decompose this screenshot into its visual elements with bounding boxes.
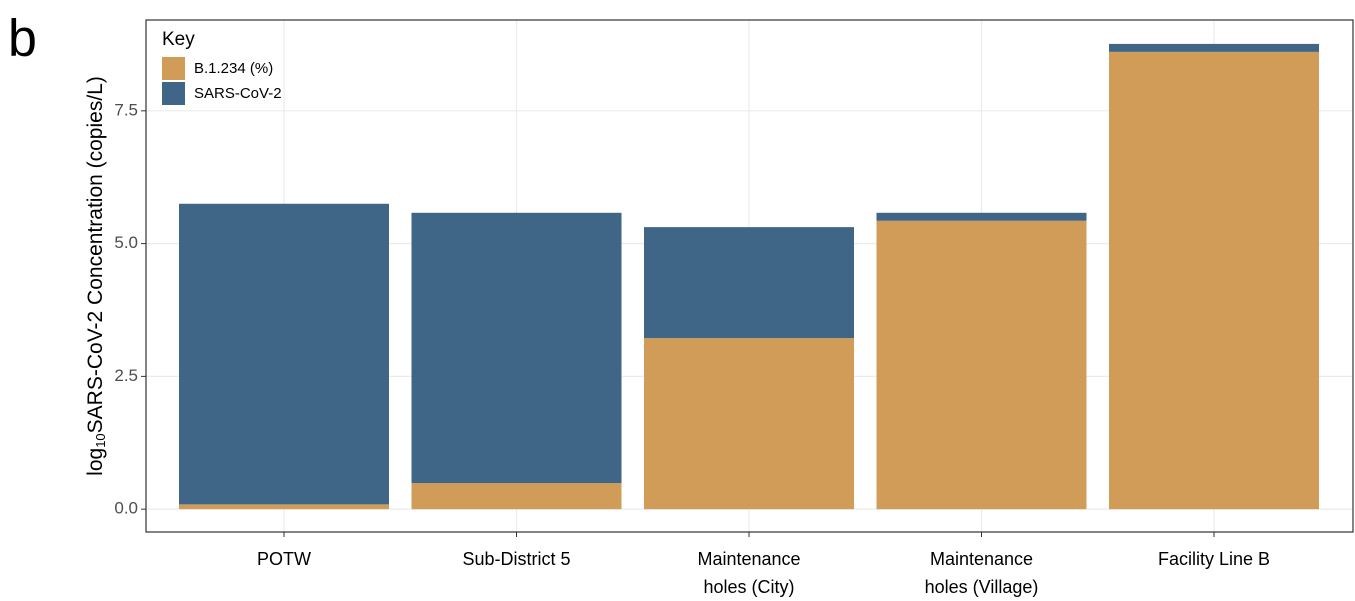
y-tick-label: 2.5 [114,366,138,385]
y-tick-label: 5.0 [114,233,138,252]
legend-swatch [162,82,185,105]
bar-segment [644,227,854,339]
x-tick-label: holes (Village) [925,577,1039,597]
bar-segment [1109,43,1319,52]
y-label-subscript: 10 [93,433,108,447]
bar-segment [411,483,622,510]
x-tick-label: POTW [257,549,311,569]
legend-title: Key [162,29,195,50]
x-tick-label: holes (City) [703,577,794,597]
bar-segment [411,212,622,484]
bar-segment [179,504,389,510]
x-tick-label: Sub-District 5 [462,549,570,569]
x-tick-label: Maintenance [930,549,1033,569]
y-axis-label: log10SARS-CoV-2 Concentration (copies/L) [84,76,109,476]
plot-border [145,19,1354,533]
x-tick-label: Facility Line B [1158,549,1270,569]
bar-segment [1109,51,1319,510]
y-tick-label: 7.5 [114,100,138,119]
y-label-prefix: log [84,448,107,476]
legend-label: B.1.234 (%) [194,60,273,77]
legend-swatch [162,57,185,80]
x-tick-label: Maintenance [697,549,800,569]
legend-label: SARS-CoV-2 [194,85,282,102]
bar-segment [876,220,1087,510]
y-tick-label: 0.0 [114,499,138,518]
bar-segment [876,212,1087,221]
y-label-text: SARS-CoV-2 Concentration (copies/L) [84,76,107,433]
panel-label: b [8,10,37,68]
bar-segment [644,338,854,510]
bar-segment [179,203,389,505]
